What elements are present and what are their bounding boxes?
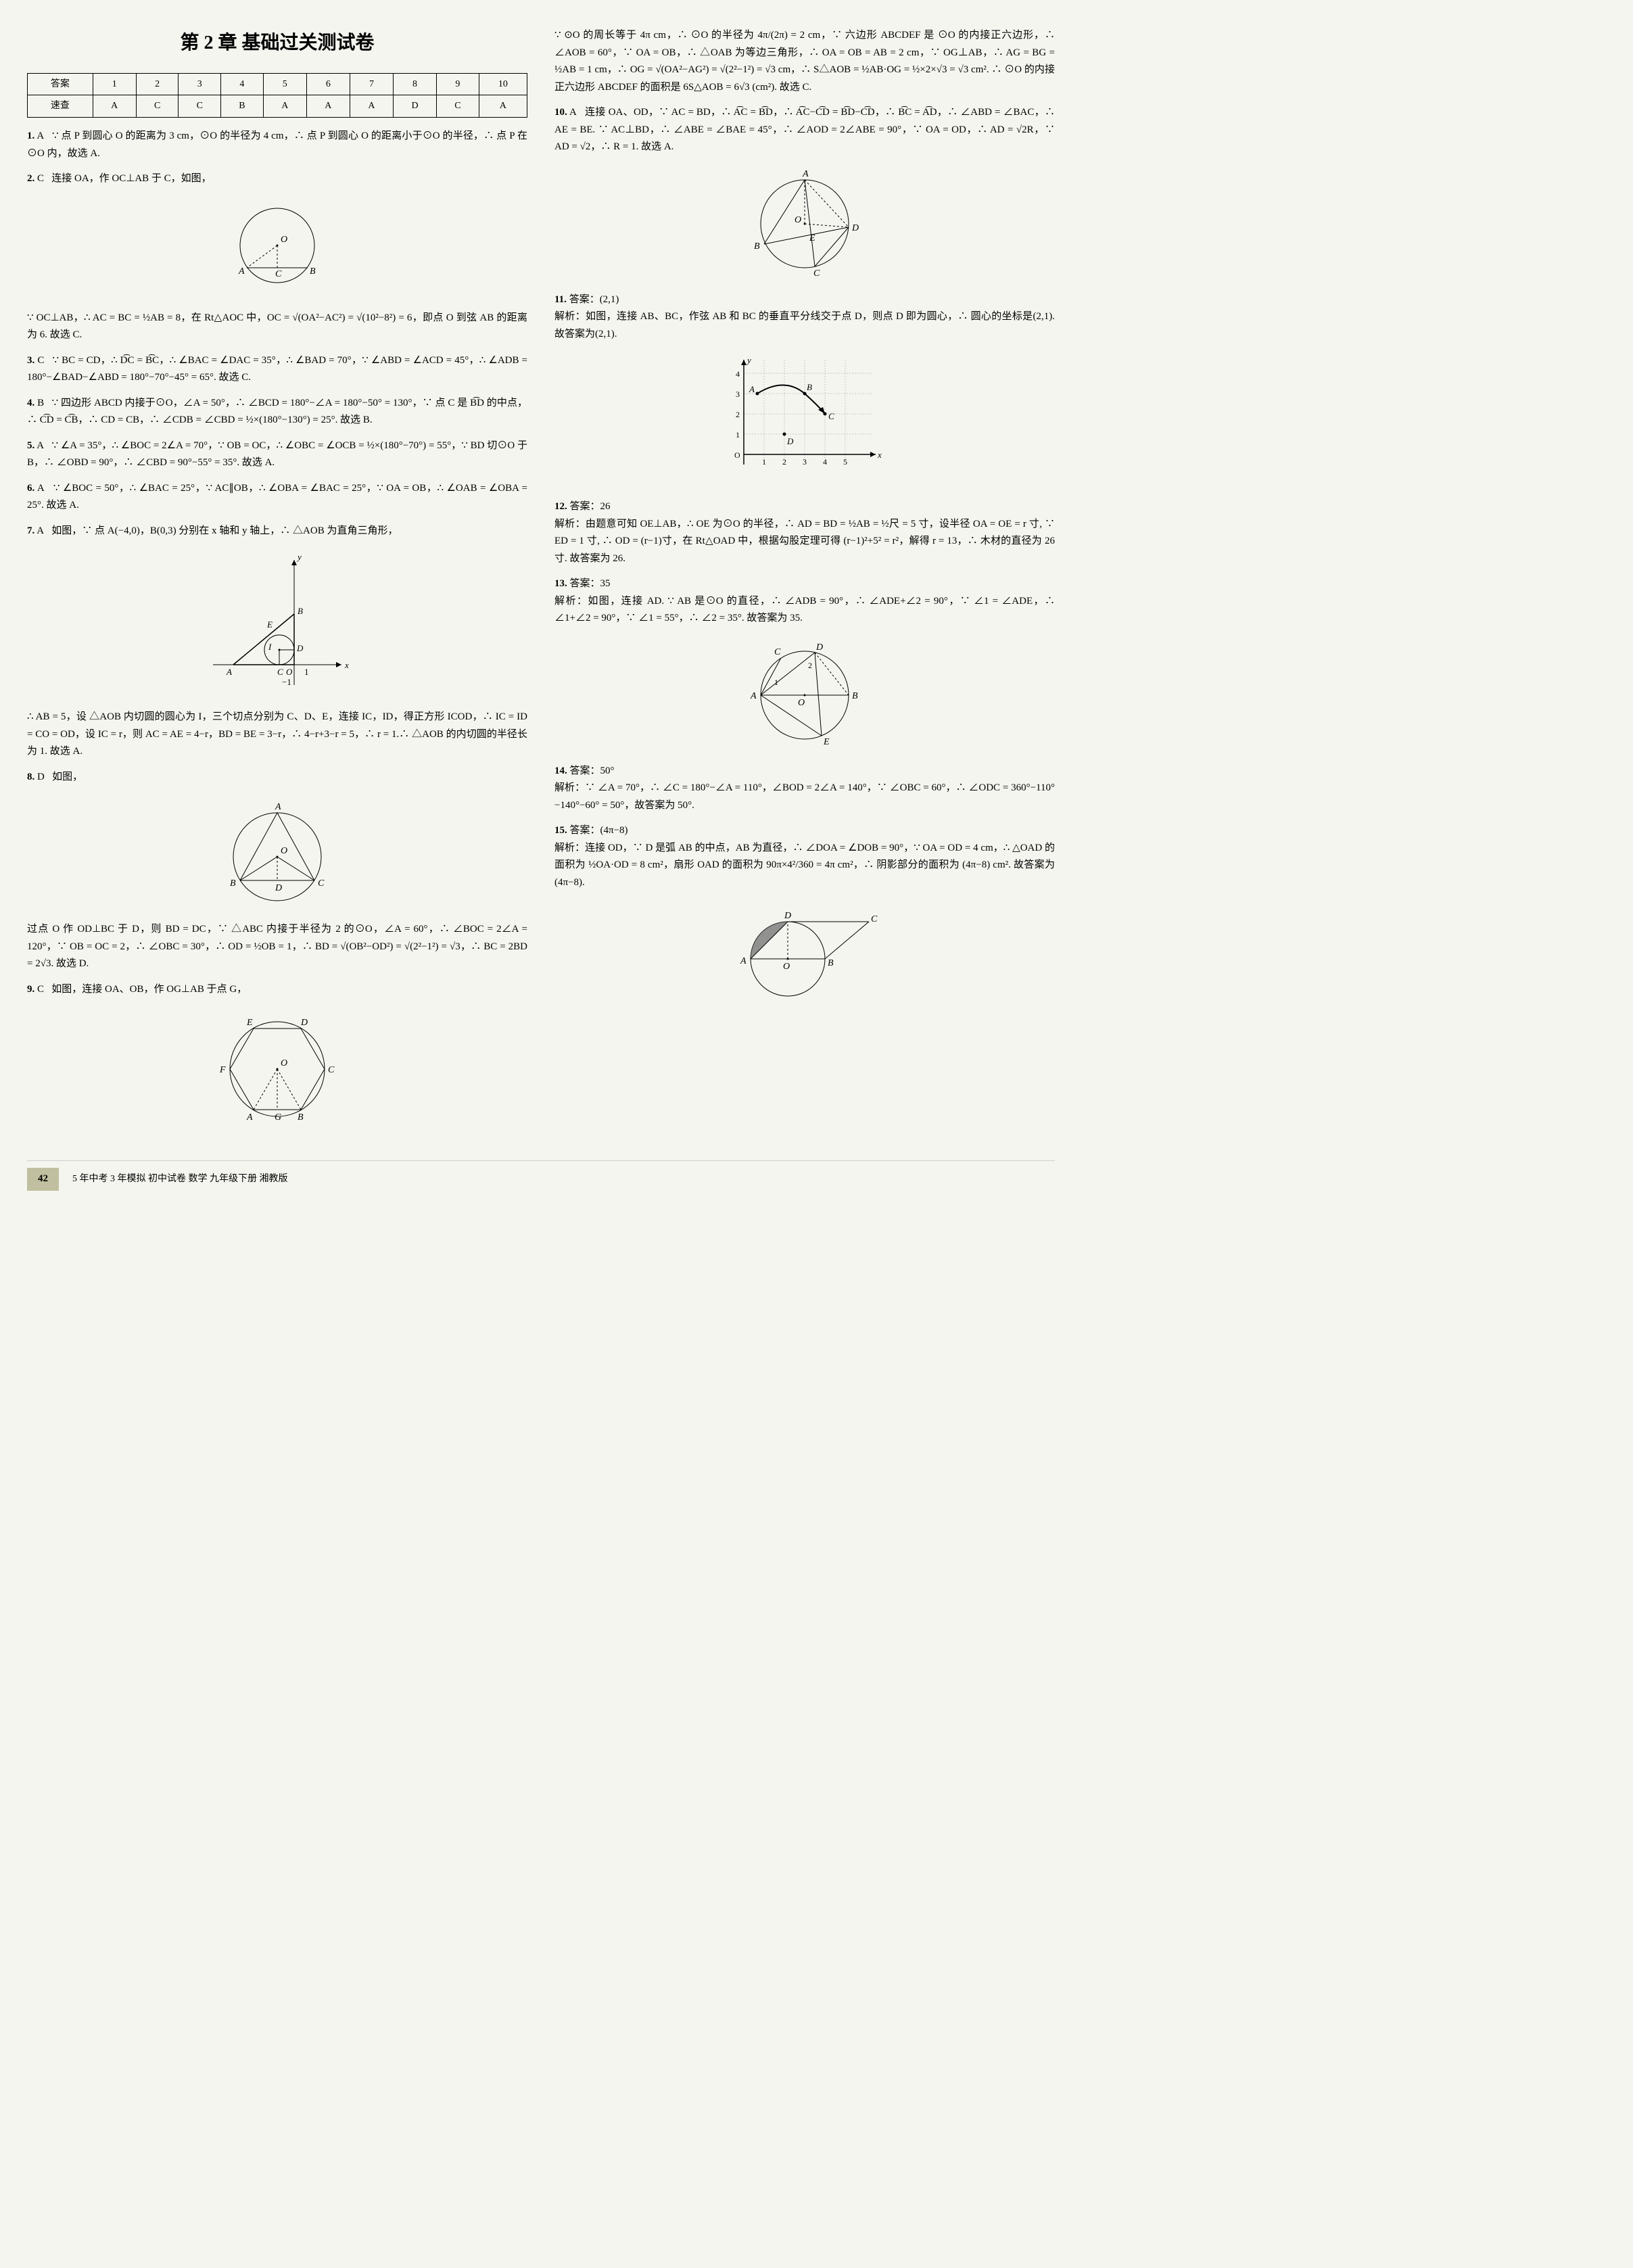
- solution-14: 14. 答案：50° 解析：∵ ∠A = 70°，∴ ∠C = 180°−∠A …: [554, 763, 1055, 815]
- svg-text:1: 1: [304, 667, 309, 677]
- svg-text:O: O: [286, 667, 293, 677]
- svg-text:2: 2: [736, 410, 740, 419]
- svg-text:4: 4: [736, 369, 740, 379]
- svg-text:x: x: [344, 660, 349, 670]
- solution-2-cont: ∵ OC⊥AB，∴ AC = BC = ½AB = 8，在 Rt△AOC 中，O…: [27, 310, 527, 344]
- figure-q2: O A C B: [27, 198, 527, 300]
- solution-2: 2. C 连接 OA，作 OC⊥AB 于 C，如图，: [27, 170, 527, 188]
- svg-text:B: B: [230, 878, 236, 889]
- solution-15: 15. 答案：(4π−8) 解析：连接 OD，∵ D 是弧 AB 的中点，AB …: [554, 822, 1055, 891]
- svg-text:B: B: [310, 266, 316, 277]
- svg-text:B: B: [828, 958, 834, 968]
- page-footer: 42 5 年中考 3 年模拟 初中试卷 数学 九年级下册 湘教版: [27, 1160, 1055, 1191]
- figure-q9: O A B G C D E F: [27, 1008, 527, 1130]
- solution-7-cont: ∴ AB = 5，设 △AOB 内切圆的圆心为 I，三个切点分别为 C、D、E，…: [27, 709, 527, 761]
- svg-text:A: A: [749, 384, 755, 394]
- svg-text:−1: −1: [282, 677, 291, 687]
- svg-text:E: E: [809, 233, 815, 243]
- svg-text:B: B: [754, 241, 760, 252]
- svg-text:O: O: [281, 846, 287, 856]
- svg-text:O: O: [798, 698, 805, 708]
- figure-q13: A B C D E O 1 2: [554, 638, 1055, 753]
- solution-11: 11. 答案：(2,1) 解析：如图，连接 AB、BC，作弦 AB 和 BC 的…: [554, 291, 1055, 344]
- svg-text:O: O: [281, 235, 287, 245]
- svg-text:4: 4: [823, 457, 827, 467]
- row-label: 速查: [28, 95, 93, 118]
- svg-text:B: B: [298, 606, 303, 616]
- svg-text:D: D: [815, 642, 823, 653]
- svg-text:x: x: [877, 450, 882, 460]
- svg-text:E: E: [246, 1018, 253, 1028]
- answer-key-table: 答案 1 2 3 4 5 6 7 8 9 10 速查 A C C B A A A…: [27, 73, 527, 118]
- svg-text:D: D: [300, 1018, 308, 1028]
- figure-q11: A B C D O 1 2 3 4 5 1 2 3 4 x y: [554, 353, 1055, 488]
- solution-6: 6. A ∵ ∠BOC = 50°，∴ ∠BAC = 25°，∵ AC∥OB，∴…: [27, 480, 527, 515]
- svg-text:y: y: [746, 355, 751, 365]
- solution-3: 3. C ∵ BC = CD，∴ D͡C = B͡C，∴ ∠BAC = ∠DAC…: [27, 352, 527, 387]
- svg-text:I: I: [268, 642, 272, 652]
- svg-text:C: C: [318, 878, 325, 889]
- footer-text: 5 年中考 3 年模拟 初中试卷 数学 九年级下册 湘教版: [72, 1171, 288, 1187]
- svg-text:y: y: [296, 552, 302, 562]
- svg-text:G: G: [275, 1112, 281, 1123]
- solution-4: 4. B ∵ 四边形 ABCD 内接于⊙O，∠A = 50°，∴ ∠BCD = …: [27, 395, 527, 429]
- solution-5: 5. A ∵ ∠A = 35°，∴ ∠BOC = 2∠A = 70°，∵ OB …: [27, 438, 527, 472]
- solution-9-cont: ∵ ⊙O 的周长等于 4π cm，∴ ⊙O 的半径为 4π/(2π) = 2 c…: [554, 27, 1055, 96]
- svg-text:C: C: [813, 268, 820, 279]
- svg-text:1: 1: [736, 430, 740, 440]
- svg-text:A: A: [275, 802, 281, 812]
- svg-text:1: 1: [774, 678, 778, 687]
- svg-text:O: O: [734, 450, 740, 460]
- figure-q10: O A B C D E: [554, 166, 1055, 281]
- chapter-title: 第 2 章 基础过关测试卷: [27, 27, 527, 60]
- svg-text:2: 2: [808, 661, 812, 670]
- figure-q7: x y A B O 1 C I D −1 E: [27, 550, 527, 699]
- svg-text:O: O: [783, 962, 790, 972]
- svg-text:D: D: [275, 883, 282, 893]
- svg-text:2: 2: [782, 457, 786, 467]
- svg-text:D: D: [296, 643, 304, 653]
- solution-12: 12. 答案：26 解析：由题意可知 OE⊥AB，∴ OE 为⊙O 的半径，∴ …: [554, 498, 1055, 567]
- svg-text:E: E: [266, 619, 273, 630]
- row-label: 答案: [28, 73, 93, 95]
- solution-13: 13. 答案：35 解析：如图，连接 AD. ∵ AB 是⊙O 的直径，∴ ∠A…: [554, 575, 1055, 628]
- svg-text:E: E: [823, 737, 830, 747]
- svg-text:O: O: [795, 215, 801, 225]
- svg-text:C: C: [328, 1065, 335, 1075]
- svg-text:D: D: [784, 911, 791, 921]
- solution-8-cont: 过点 O 作 OD⊥BC 于 D，则 BD = DC，∵ △ABC 内接于半径为…: [27, 921, 527, 973]
- svg-text:A: A: [750, 691, 757, 701]
- svg-text:B: B: [852, 691, 858, 701]
- page-number: 42: [27, 1168, 59, 1191]
- svg-text:C: C: [277, 667, 283, 677]
- svg-text:A: A: [226, 667, 232, 677]
- svg-text:A: A: [238, 266, 245, 277]
- svg-text:A: A: [802, 169, 809, 179]
- svg-text:B: B: [298, 1112, 304, 1123]
- svg-text:3: 3: [803, 457, 807, 467]
- svg-text:C: C: [828, 411, 834, 421]
- svg-text:1: 1: [762, 457, 766, 467]
- solution-7: 7. A 如图，∵ 点 A(−4,0)，B(0,3) 分别在 x 轴和 y 轴上…: [27, 523, 527, 540]
- figure-q15: A B C D O: [554, 901, 1055, 1003]
- svg-text:5: 5: [843, 457, 847, 467]
- svg-text:O: O: [281, 1058, 287, 1068]
- svg-text:A: A: [246, 1112, 253, 1123]
- svg-text:B: B: [807, 382, 812, 392]
- figure-q8: O A B C D: [27, 796, 527, 911]
- svg-text:C: C: [871, 914, 878, 924]
- svg-text:D: D: [851, 223, 859, 233]
- solution-8: 8. D 如图，: [27, 769, 527, 786]
- svg-text:D: D: [786, 436, 794, 446]
- svg-text:C: C: [774, 647, 781, 657]
- svg-text:F: F: [219, 1065, 226, 1075]
- svg-text:3: 3: [736, 389, 740, 399]
- solution-10: 10. A 连接 OA、OD，∵ AC = BD，∴ A͡C = B͡D，∴ A…: [554, 104, 1055, 156]
- svg-text:A: A: [740, 956, 747, 966]
- solution-9: 9. C 如图，连接 OA、OB，作 OG⊥AB 于点 G，: [27, 981, 527, 999]
- solution-1: 1. A ∵ 点 P 到圆心 O 的距离为 3 cm，⊙O 的半径为 4 cm，…: [27, 128, 527, 162]
- svg-text:C: C: [275, 269, 282, 279]
